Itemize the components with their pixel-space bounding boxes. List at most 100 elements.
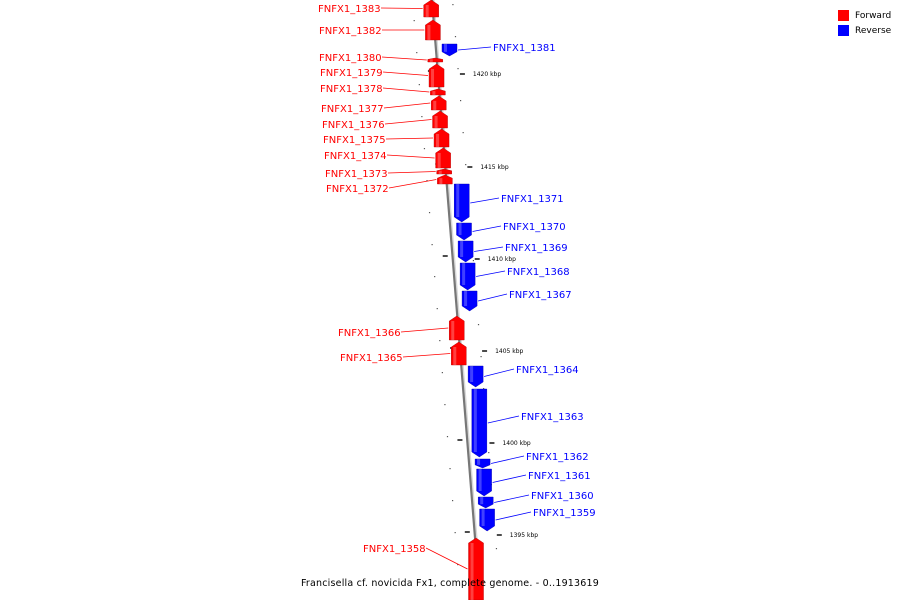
minor-tick (418, 84, 420, 86)
gene-arrow-highlight (480, 497, 484, 505)
gene-label: FNFX1_1369 (505, 243, 568, 254)
label-leaders (380, 7, 532, 570)
gene-arrow (423, 0, 439, 18)
label-leader-line (470, 197, 500, 204)
gene-arrow-highlight (477, 459, 481, 465)
gene-arrow-highlight (473, 389, 477, 452)
gene-arrow-highlight (425, 5, 429, 17)
gene-arrow-highlight (444, 44, 447, 52)
gene-arrow (459, 262, 476, 291)
minor-tick (428, 212, 431, 214)
tick-label: 1420 kbp (473, 71, 501, 78)
gene-arrow (437, 174, 453, 185)
label-leader-line (388, 179, 437, 189)
label-leader-line (402, 353, 451, 358)
label-leader-line (384, 119, 432, 125)
gene-label: FNFX1_1360 (531, 491, 594, 502)
minor-tick (449, 468, 451, 470)
gene-arrow (433, 128, 450, 148)
label-leader-line (474, 246, 504, 252)
forward-swatch (838, 10, 849, 21)
label-leader-line (472, 225, 502, 232)
legend-forward: Forward (838, 8, 891, 23)
gene-arrow (425, 19, 441, 41)
gene-arrow (478, 496, 494, 509)
gene-label: FNFX1_1373 (325, 169, 388, 180)
minor-tick (472, 260, 474, 262)
gene-arrow (435, 147, 451, 169)
gene-arrow-highlight (436, 134, 440, 147)
minor-tick (457, 564, 459, 566)
minor-tick (477, 324, 480, 326)
gene-arrow-highlight (470, 366, 474, 382)
label-leader-line (380, 7, 423, 9)
gene-arrow-highlight (431, 69, 435, 87)
tick-label: 1415 kbp (480, 164, 508, 171)
label-leader-line (381, 56, 427, 61)
minor-tick (434, 276, 436, 278)
gene-arrow-highlight (438, 170, 442, 174)
gene-arrow (456, 222, 472, 241)
label-leader-line (383, 102, 431, 109)
gene-arrow-highlight (439, 178, 443, 184)
minor-tick (452, 4, 454, 6)
gene-label: FNFX1_1358 (363, 544, 426, 555)
label-leader-line (386, 154, 435, 159)
minor-tick (480, 356, 482, 358)
gene-label: FNFX1_1366 (338, 328, 401, 339)
label-leader-line (484, 368, 515, 377)
gene-arrow-highlight (456, 184, 460, 217)
gene-arrow (436, 168, 452, 175)
label-leader-line (387, 171, 436, 174)
gene-arrow (457, 240, 474, 263)
label-leader-line (490, 455, 525, 464)
label-leader-line (382, 87, 430, 93)
gene-arrow (441, 43, 458, 57)
gene-arrow-highlight (453, 347, 457, 365)
gene-arrow-highlight (451, 321, 455, 340)
label-leader-line (385, 137, 434, 140)
minor-tick (436, 308, 438, 310)
label-leader-line (492, 474, 527, 483)
gene-label: FNFX1_1378 (320, 84, 383, 95)
label-leader-line (495, 511, 532, 521)
gene-label: FNFX1_1368 (507, 267, 570, 278)
gene-label: FNFX1_1363 (521, 412, 584, 423)
minor-tick (454, 532, 456, 534)
gene-label: FNFX1_1375 (323, 135, 386, 146)
reverse-swatch (838, 25, 849, 36)
minor-tick (488, 452, 490, 454)
minor-tick (426, 180, 428, 182)
gene-arrow-highlight (458, 223, 462, 235)
gene-label: FNFX1_1381 (493, 43, 556, 54)
gene-arrow (451, 341, 467, 366)
gene-arrow-highlight (478, 469, 482, 491)
gene-arrow-highlight (429, 59, 433, 62)
gene-label: FNFX1_1382 (319, 26, 382, 37)
minor-tick (462, 132, 464, 134)
minor-tick (431, 244, 433, 246)
gene-label: FNFX1_1365 (340, 353, 403, 364)
minor-tick (457, 68, 459, 70)
minor-tick (495, 548, 498, 550)
genome-caption: Francisella cf. novicida Fx1, complete g… (300, 578, 600, 589)
gene-arrow (479, 508, 495, 532)
label-leader-line (425, 547, 468, 570)
gene-labels: FNFX1_1383 FNFX1_1382 FNFX1_1381 FNFX1_1380… (318, 4, 596, 555)
tick-label: 1405 kbp (495, 348, 523, 355)
gene-label: FNFX1_1359 (533, 508, 596, 519)
gene-label: FNFX1_1374 (324, 151, 387, 162)
legend: Forward Reverse (838, 8, 891, 38)
minor-tick (446, 436, 449, 438)
gene-features (423, 0, 495, 600)
label-leader-line (487, 415, 520, 424)
gene-arrow (471, 388, 488, 458)
minor-tick (416, 52, 418, 54)
gene-arrow (431, 95, 447, 111)
gene-arrow (449, 315, 465, 341)
label-leader-line (477, 293, 508, 302)
gene-arrow-highlight (481, 509, 485, 526)
gene-arrow-highlight (432, 91, 436, 95)
minor-tick (439, 340, 441, 342)
